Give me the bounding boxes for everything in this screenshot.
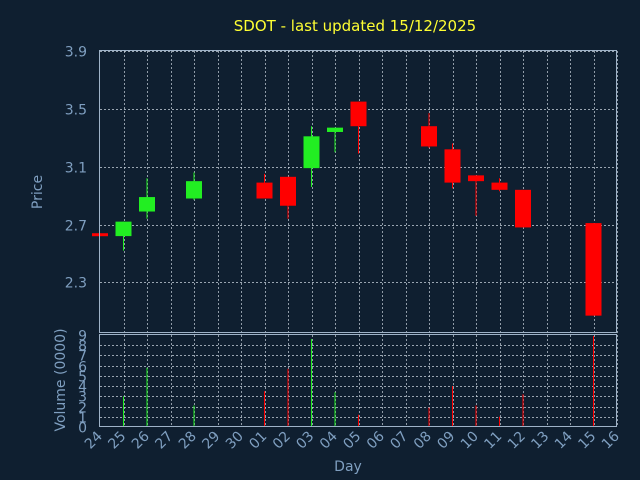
- candle-body: [468, 175, 484, 182]
- price-panel-frame: [99, 50, 617, 333]
- volume-tick-label: 9: [78, 329, 87, 345]
- candle-body: [421, 126, 437, 147]
- volume-tick-label: 3: [78, 390, 87, 406]
- price-tick-label: 2.3: [65, 276, 87, 292]
- volume-tick-label: 1: [78, 411, 87, 427]
- x-axis-label: Day: [334, 459, 362, 475]
- candle-body: [303, 136, 320, 169]
- candle-body: [280, 176, 296, 206]
- price-tick-label: 2.7: [65, 219, 87, 235]
- x-tick-labels: 24 25 26 27 28 29 30 01 02 03 04 05 06 07 08 09 10 11 12 13…: [82, 428, 623, 452]
- price-tick-labels: 2.3 2.7 3.1 3.5 3.9: [65, 45, 87, 292]
- candle-body: [444, 149, 461, 183]
- volume-tick-label: 5: [78, 370, 87, 386]
- volume-tick-label: 6: [78, 360, 87, 376]
- price-panel: 2.3 2.7 3.1 3.5 3.9 Price: [30, 45, 618, 333]
- candle-body: [186, 181, 202, 199]
- volume-tick-label: 4: [78, 380, 87, 396]
- volume-tick-label: 7: [78, 349, 87, 365]
- candle-body: [491, 182, 508, 190]
- candle-body: [350, 101, 367, 127]
- price-axis-label: Price: [30, 175, 46, 209]
- volume-tick-label: 0: [78, 421, 87, 437]
- candle-body: [139, 197, 155, 212]
- candle-body: [327, 127, 343, 132]
- volume-panel-frame: [99, 334, 617, 427]
- chart-title: SDOT - last updated 15/12/2025: [234, 17, 476, 35]
- candle-body: [585, 223, 602, 316]
- volume-bars: [99, 336, 594, 427]
- price-tick-label: 3.9: [65, 45, 87, 61]
- volume-tick-label: 8: [78, 339, 87, 355]
- volume-tick-label: 2: [78, 401, 87, 417]
- price-tick-label: 3.5: [65, 103, 87, 119]
- volume-axis-label: Volume (0000): [53, 328, 69, 431]
- candle-body: [115, 221, 132, 237]
- candle-body: [515, 189, 531, 228]
- candle-body: [256, 182, 273, 199]
- price-tick-label: 3.1: [65, 161, 87, 177]
